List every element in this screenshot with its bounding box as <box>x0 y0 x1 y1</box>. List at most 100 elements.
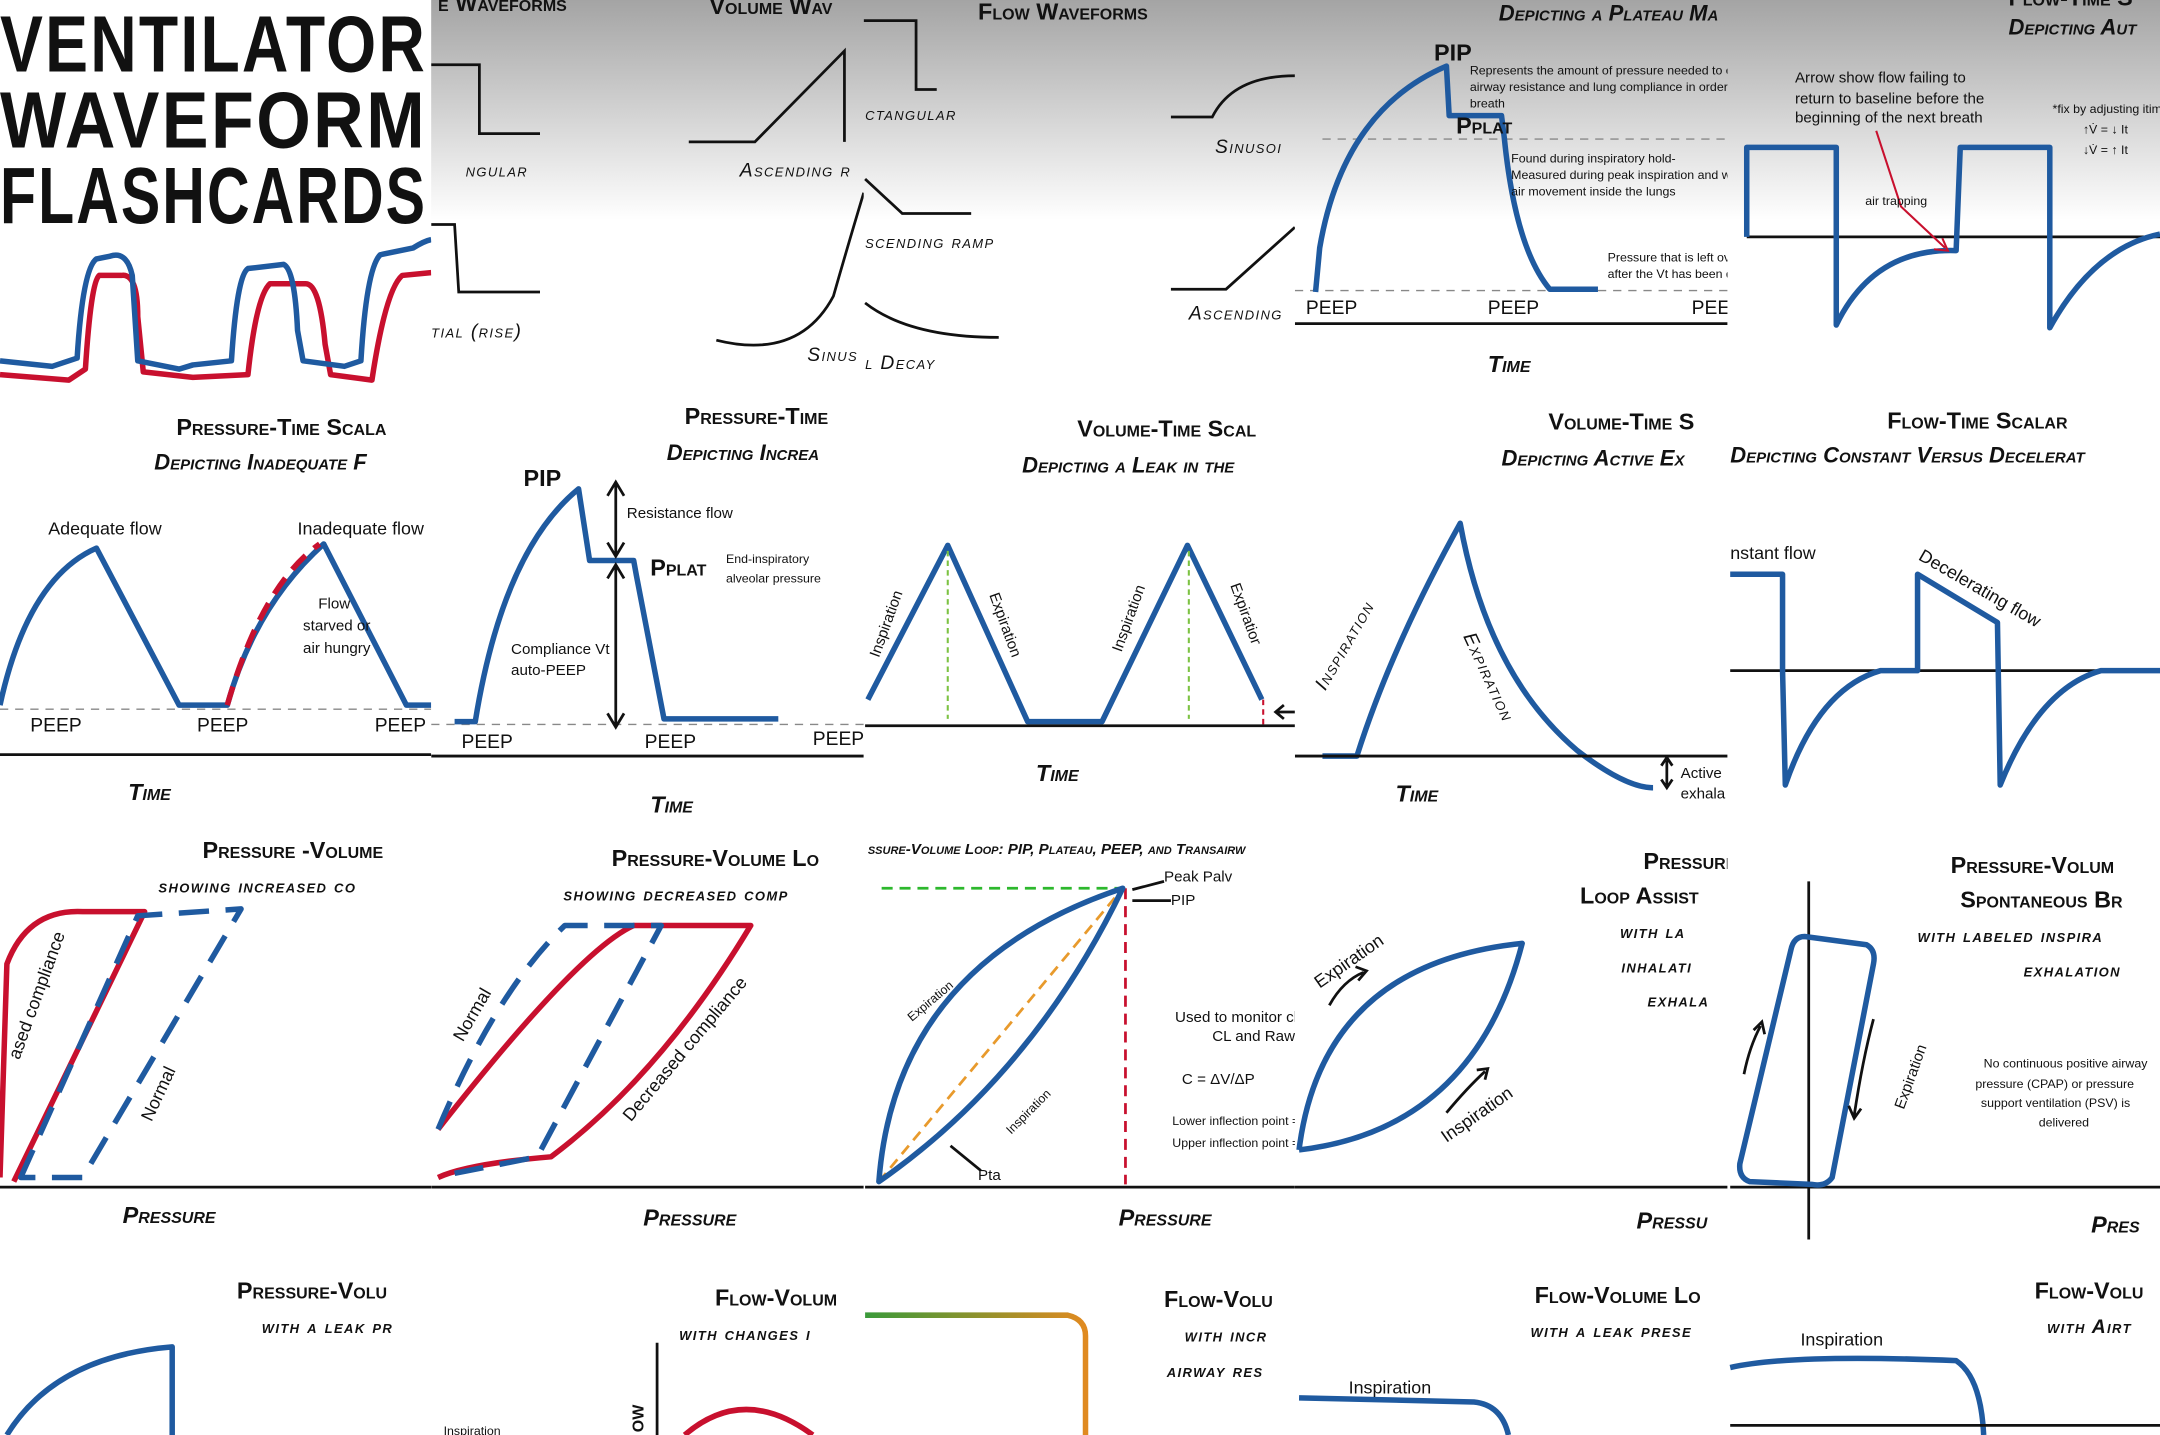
card-text: Pta <box>978 1167 1001 1184</box>
card-text: Pressure <box>1119 1205 1213 1231</box>
card-text: showing decreased comp <box>563 885 788 906</box>
card-text: Represents the amount of pressure needed… <box>1470 63 1780 77</box>
card-text: showing increased co <box>158 876 356 897</box>
card-text: Pplat <box>650 555 706 581</box>
card-text: Pressure that is left over in <box>1608 251 1755 265</box>
card-text: Inspiration <box>867 588 907 659</box>
card-text: FLASHCARDS <box>0 151 427 240</box>
card-text: End-inspiratory <box>726 552 810 566</box>
card-text: scending ramp <box>865 232 994 253</box>
card-text: Loop Assist <box>1580 882 1699 908</box>
card-text: VENTILATOR <box>0 0 427 89</box>
card-text: Upper inflection point = wh <box>1172 1136 1318 1150</box>
card-text: WAVEFORM <box>0 75 427 164</box>
card-text: PEEP <box>1488 298 1539 319</box>
card-text: Flow-Volu <box>1164 1286 1273 1312</box>
card-text: Flow-Volume Lo <box>1535 1282 1701 1308</box>
card-text: Volume-Time Scal <box>1077 416 1256 442</box>
card-text: Decelerating flow <box>1916 545 2045 631</box>
card-text: Decreased compliance <box>619 973 751 1125</box>
card-text: PEEP <box>1692 298 1743 319</box>
card-text: Arrow show flow failing to <box>1795 70 1966 87</box>
card-text: Used to monitor chang <box>1175 1009 1327 1026</box>
card-text: ow <box>622 1404 648 1432</box>
card-text: Depicting Inadequate F <box>154 450 367 475</box>
column-1 <box>0 236 432 1435</box>
card-text: delivered <box>2039 1116 2089 1130</box>
card-text: with la <box>1620 922 1686 943</box>
card-text: Expiration <box>985 590 1024 659</box>
card-text: with a leak pr <box>262 1317 393 1338</box>
card-text: ↑V̇ = ↓ It <box>2083 123 2129 137</box>
card-text: Resistance flow <box>627 505 733 522</box>
card-text: Time <box>128 779 172 805</box>
card-text: No continuous positive airway <box>1984 1056 2149 1070</box>
card-text: exhalation <box>2024 960 2121 981</box>
card-text: ngular <box>466 160 528 181</box>
card-text: Pressure <box>643 1205 737 1231</box>
column-3 <box>863 19 1295 1435</box>
card-text: Peak Palv <box>1164 868 1233 885</box>
card-text: Time <box>1395 781 1439 807</box>
card-text: PIP <box>1434 40 1472 66</box>
card-text: Spontaneous Br <box>1960 887 2123 913</box>
card-text: Inspiration <box>1311 598 1379 694</box>
card-text: *fix by adjusting itim <box>2053 102 2160 116</box>
card-text: Inspiration <box>1800 1329 1883 1349</box>
card-text: Inspiration <box>1437 1083 1516 1147</box>
card-text: PEEP <box>30 715 81 736</box>
card-text: PIP <box>523 465 561 491</box>
card-text: ↓V̇ = ↑ It <box>2083 143 2129 157</box>
card-text: Pres <box>2091 1212 2140 1238</box>
card-text: Volume-Time S <box>1548 409 1694 435</box>
card-text: Pressure-Volum <box>1951 852 2115 878</box>
card-text: with incr <box>1185 1325 1268 1346</box>
card-text: Pressu <box>1637 1207 1708 1233</box>
card-text: alveolar pressure <box>726 572 821 586</box>
card-text: air hungry <box>303 640 371 657</box>
card-text: C = ΔV/ΔP <box>1182 1071 1255 1088</box>
card-text: Pressure-Time Scala <box>176 414 387 440</box>
card-text: with a leak prese <box>1530 1321 1692 1342</box>
card-text: nstant flow <box>1730 543 1816 563</box>
card-text: Expiration <box>1458 629 1518 725</box>
card-text: Flow Waveforms <box>978 0 1148 24</box>
card-text: air movement inside the lungs <box>1511 185 1675 199</box>
card-text: e Waveforms <box>438 0 567 16</box>
top-shade <box>431 0 2160 221</box>
card-text: auto-PEEP <box>511 662 586 679</box>
card-text: PEEP <box>375 715 426 736</box>
card-text: ssure-Volume Loop: PIP, Plateau, PEEP, a… <box>868 841 1247 858</box>
card-text: inhalati <box>1621 956 1692 977</box>
card-text: Flow-Volu <box>2035 1278 2144 1304</box>
card-text: Adequate flow <box>48 518 161 538</box>
card-text: Normal <box>449 985 495 1045</box>
card-text: Time <box>650 792 694 818</box>
card-text: breath <box>1470 96 1505 110</box>
card-text: l Decay <box>865 353 936 374</box>
card-text: support ventilation (PSV) is <box>1981 1096 2130 1110</box>
card-text: after the Vt has been delive <box>1608 267 1759 281</box>
card-text: return to baseline before the <box>1795 90 1984 107</box>
card-text: Flow-Time S <box>2008 0 2132 11</box>
card-text: Depicting a Leak in the <box>1022 452 1235 477</box>
card-text: PEEP <box>461 732 512 753</box>
card-text: Volume Wav <box>709 0 832 19</box>
card-text: airway resistance and lung compliance in… <box>1470 80 1792 94</box>
card-text: Flow-Time Scalar <box>1887 407 2068 433</box>
card-text: Depicting Active Ex <box>1502 445 1686 470</box>
column-4 <box>1294 63 1728 1435</box>
card-text: Expiration <box>1892 1042 1931 1111</box>
card-text: with Airt <box>2047 1317 2132 1338</box>
card-text: Lower inflection point = wh <box>1172 1114 1318 1128</box>
card-text: Time <box>1036 760 1080 786</box>
card-text: PEEP <box>197 715 248 736</box>
card-text: Ascending <box>1188 304 1283 325</box>
card-text: Depicting Constant Versus Decelerat <box>1730 443 2086 468</box>
card-text: Pressure-Volu <box>237 1278 387 1304</box>
card-text: starved or <box>303 618 370 635</box>
card-text: Pressure-Time <box>685 403 829 429</box>
card-text: beginning of the next breath <box>1795 110 1983 127</box>
card-text: Depicting Aut <box>2008 14 2138 39</box>
